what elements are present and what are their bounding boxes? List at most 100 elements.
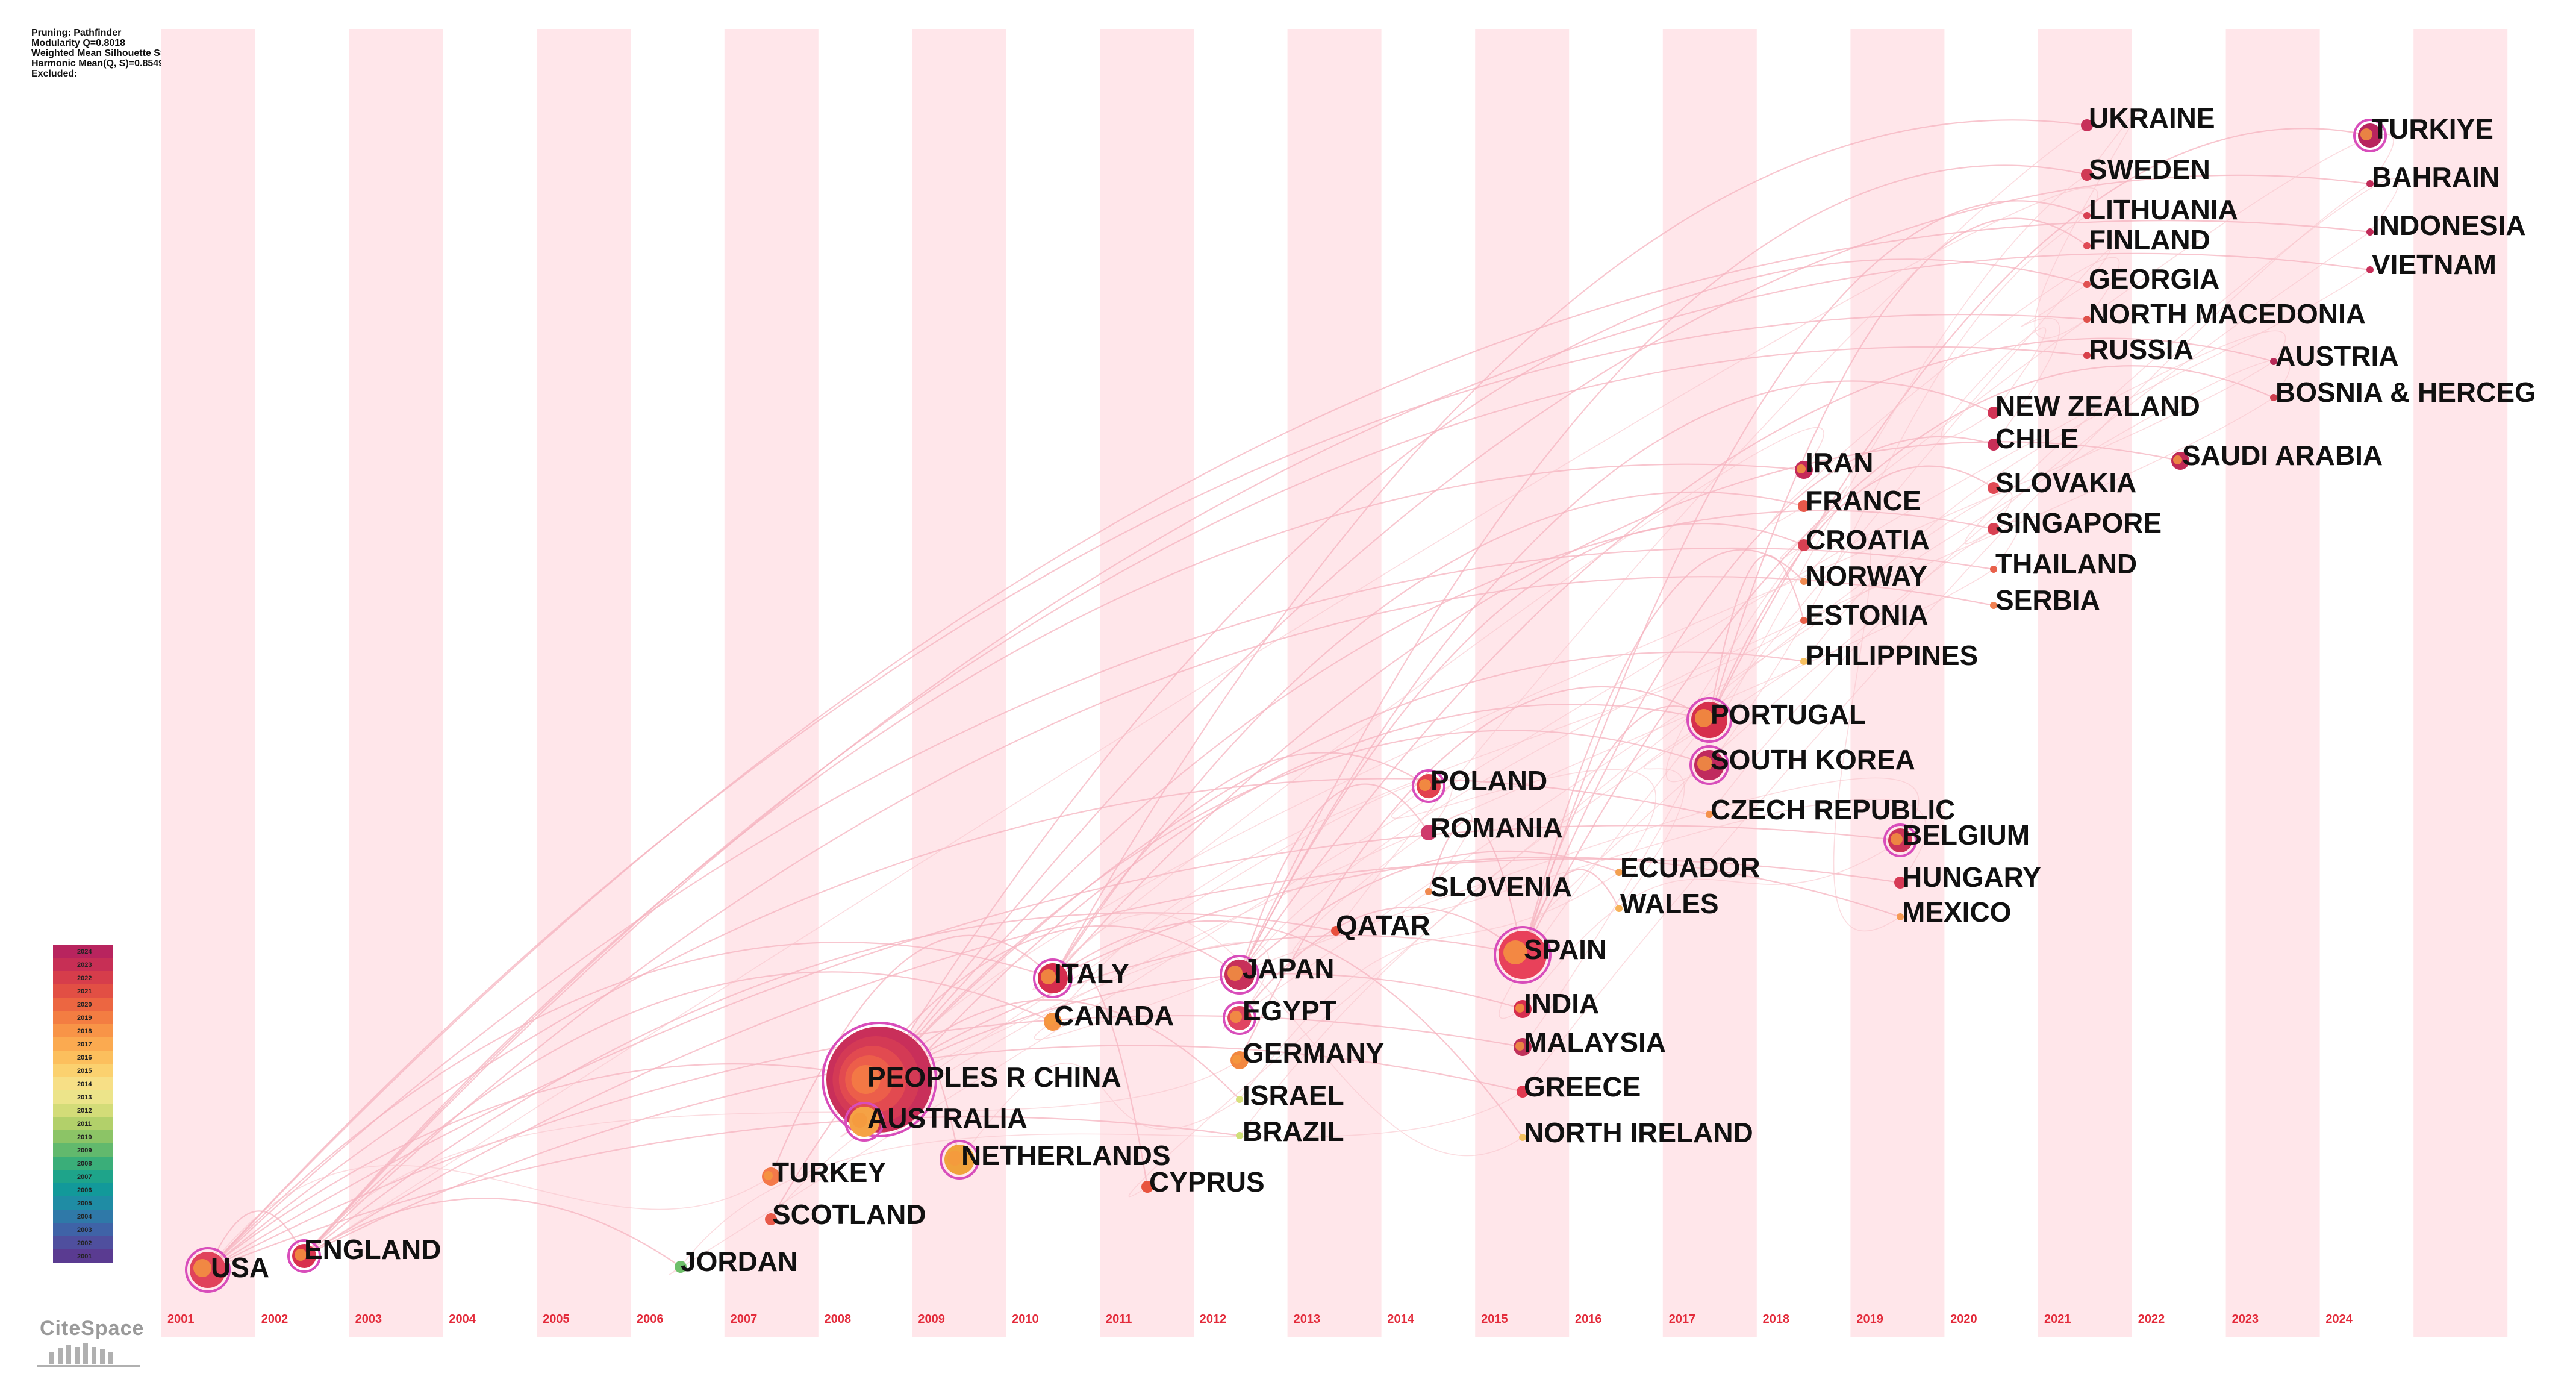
legend-year-label: 2013: [77, 1094, 92, 1101]
country-node[interactable]: [2083, 352, 2091, 359]
collaboration-link: [304, 912, 1336, 1257]
legend-swatch: [53, 1157, 113, 1170]
collaboration-link: [1052, 441, 2181, 979]
year-tick-label: 2019: [1856, 1313, 1883, 1326]
country-node[interactable]: [1988, 407, 2000, 419]
collaboration-links: [207, 108, 2400, 1276]
country-label: CYPRUS: [1149, 1166, 1265, 1198]
country-label: AUSTRALIA: [867, 1102, 1028, 1134]
country-node[interactable]: [765, 1213, 777, 1225]
country-label: IRAN: [1806, 447, 1873, 478]
country-node[interactable]: [2081, 119, 2093, 131]
country-label: CANADA: [1054, 1000, 1174, 1031]
year-tick-label: 2006: [637, 1313, 664, 1326]
collaboration-link: [668, 330, 2286, 1276]
country-node[interactable]: [675, 1261, 687, 1273]
country-node[interactable]: [1798, 500, 1810, 512]
node-inner: [1891, 833, 1903, 845]
country-label: RUSSIA: [2089, 334, 2194, 365]
country-label: PHILIPPINES: [1806, 640, 1978, 671]
country-node[interactable]: [1519, 1134, 1526, 1141]
node-ring: [1494, 926, 1552, 984]
collaboration-link: [1522, 183, 2371, 1092]
collaboration-link: [207, 1164, 772, 1270]
collaboration-link: [304, 1060, 1240, 1257]
legend-year-label: 2009: [77, 1147, 92, 1154]
year-tick-label: 2013: [1294, 1313, 1321, 1326]
node-ring: [1220, 955, 1259, 995]
country-node[interactable]: [2270, 394, 2277, 401]
country-label: SERBIA: [1995, 584, 2100, 616]
collaboration-link: [1708, 217, 2088, 720]
collaboration-link: [879, 174, 2371, 1080]
country-node[interactable]: [2366, 266, 2374, 273]
country-label: ISRAEL: [1243, 1080, 1344, 1111]
country-node[interactable]: [1236, 1132, 1243, 1139]
collaboration-link: [1803, 269, 2371, 662]
collaboration-link: [1964, 178, 2400, 545]
country-node[interactable]: [2366, 180, 2374, 187]
country-node[interactable]: [1615, 869, 1623, 876]
country-node[interactable]: [1990, 602, 1997, 609]
legend-year-label: 2016: [77, 1054, 92, 1061]
country-node[interactable]: [1988, 439, 2000, 451]
modularity-text: Modularity Q=0.8018: [31, 38, 126, 48]
node-ring: [2353, 119, 2387, 152]
country-node[interactable]: [2083, 316, 2091, 323]
country-label: BRAZIL: [1243, 1116, 1344, 1147]
country-node[interactable]: [1990, 566, 1997, 573]
country-node[interactable]: [2083, 212, 2091, 219]
country-node[interactable]: [1421, 825, 1436, 840]
legend-year-label: 2017: [77, 1041, 92, 1048]
country-node[interactable]: [1517, 1086, 1529, 1098]
year-tick-label: 2002: [261, 1313, 288, 1326]
legend-swatch: [53, 1037, 113, 1051]
country-node[interactable]: [2083, 242, 2091, 249]
country-label: NORTH IRELAND: [1524, 1117, 1753, 1148]
year-tick-label: 2004: [449, 1313, 476, 1326]
legend-year-label: 2002: [77, 1240, 92, 1247]
legend-year-label: 2011: [77, 1120, 92, 1128]
country-label: BAHRAIN: [2372, 161, 2500, 193]
country-node[interactable]: [1800, 617, 1807, 624]
country-label: INDIA: [1524, 988, 1599, 1019]
country-label: CHILE: [1995, 423, 2079, 454]
node-inner: [1046, 1016, 1055, 1025]
country-node[interactable]: [1800, 658, 1807, 665]
country-label: NORWAY: [1806, 560, 1927, 592]
collaboration-link: [1522, 365, 2274, 955]
excluded-text: Excluded:: [31, 69, 78, 79]
country-node[interactable]: [2270, 358, 2277, 365]
node-ring: [1883, 823, 1917, 857]
country-label: JORDAN: [681, 1246, 797, 1277]
year-tick-label: 2015: [1481, 1313, 1508, 1326]
country-node[interactable]: [2081, 169, 2093, 181]
country-node[interactable]: [1897, 913, 1904, 920]
node-inner: [1797, 464, 1806, 473]
country-node[interactable]: [1236, 1096, 1243, 1103]
country-node[interactable]: [2083, 281, 2091, 288]
country-node[interactable]: [1706, 811, 1713, 818]
legend-year-label: 2003: [77, 1227, 92, 1234]
country-node[interactable]: [2366, 228, 2374, 236]
legend-swatch: [53, 1011, 113, 1025]
country-node[interactable]: [1141, 1181, 1153, 1193]
country-node[interactable]: [1988, 482, 2000, 494]
collaboration-link: [1499, 249, 2111, 1019]
country-node[interactable]: [1800, 578, 1807, 585]
year-band: [724, 29, 819, 1337]
country-node[interactable]: [1988, 523, 2000, 535]
collaboration-link: [1052, 913, 1523, 1157]
collaboration-link: [1521, 200, 2088, 955]
country-label: CROATIA: [1806, 524, 1930, 555]
collaboration-link: [879, 361, 2274, 1080]
country-node[interactable]: [1894, 877, 1906, 889]
country-label: CZECH REPUBLIC: [1711, 794, 1955, 825]
country-node[interactable]: [1615, 905, 1623, 912]
country-label: MALAYSIA: [1524, 1027, 1666, 1058]
country-node[interactable]: [1331, 926, 1341, 936]
country-node[interactable]: [1798, 539, 1810, 551]
country-node[interactable]: [1425, 888, 1432, 895]
legend-year-label: 2023: [77, 961, 92, 969]
